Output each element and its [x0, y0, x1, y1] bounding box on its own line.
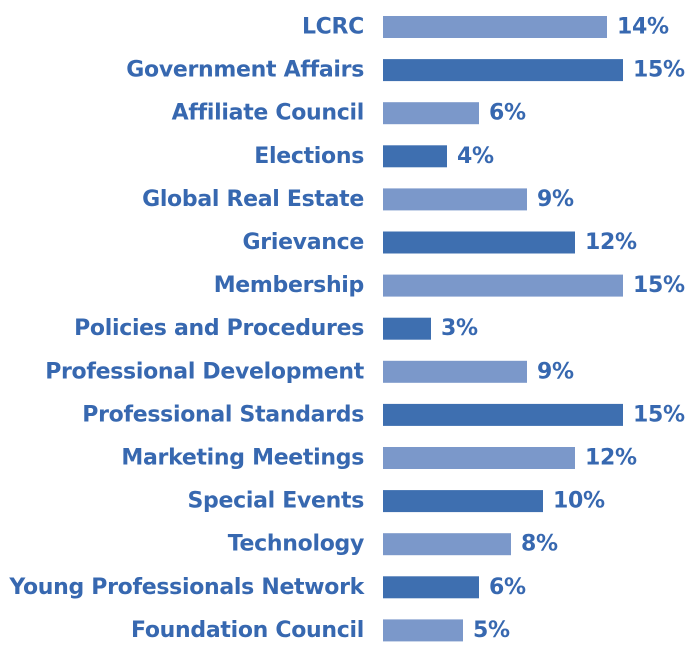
bar-professional-standards	[383, 403, 623, 426]
value-label-policies-and-procedures: 3%	[441, 316, 478, 341]
value-label-affiliate-council: 6%	[489, 101, 526, 126]
bar-marketing-meetings	[383, 447, 575, 469]
bar-government-affairs	[383, 59, 623, 82]
category-label-membership: Membership	[214, 273, 364, 298]
category-label-elections: Elections	[254, 144, 364, 169]
bar-young-professionals-network	[383, 576, 479, 599]
value-label-young-professionals-network: 6%	[489, 575, 526, 600]
value-label-lcrc: 14%	[617, 15, 669, 40]
bar-technology	[383, 533, 511, 556]
bar-policies-and-procedures	[383, 317, 431, 340]
bar-special-events	[383, 490, 543, 513]
value-label-grievance: 12%	[585, 230, 637, 255]
value-label-foundation-council: 5%	[473, 618, 510, 643]
bar-professional-development	[383, 360, 527, 383]
value-label-marketing-meetings: 12%	[585, 446, 637, 471]
category-label-professional-development: Professional Development	[45, 359, 365, 384]
value-label-global-real-estate: 9%	[537, 187, 574, 212]
bar-global-real-estate	[383, 188, 527, 211]
category-label-affiliate-council: Affiliate Council	[172, 101, 364, 126]
value-label-government-affairs: 15%	[633, 58, 685, 83]
category-label-professional-standards: Professional Standards	[82, 402, 364, 427]
bar-foundation-council	[383, 619, 463, 642]
category-label-young-professionals-network: Young Professionals Network	[8, 575, 365, 600]
category-label-grievance: Grievance	[243, 230, 364, 255]
value-label-technology: 8%	[521, 532, 558, 557]
category-label-lcrc: LCRC	[302, 15, 364, 40]
category-label-global-real-estate: Global Real Estate	[142, 187, 364, 212]
category-label-foundation-council: Foundation Council	[131, 618, 364, 643]
value-label-professional-development: 9%	[537, 359, 574, 384]
category-label-policies-and-procedures: Policies and Procedures	[74, 316, 364, 341]
bar-grievance	[383, 231, 575, 254]
value-labels-layer: 14% 15% 6% 4% 9% 12% 15% 3% 9% 15% 12% 10% 8% 6% 5%	[441, 15, 685, 643]
bar-membership	[383, 274, 623, 297]
category-labels-layer: LCRC Government Affairs Affiliate Council E…	[8, 15, 366, 643]
bars-layer	[383, 16, 623, 642]
bar-lcrc	[383, 16, 607, 38]
category-label-marketing-meetings: Marketing Meetings	[121, 446, 364, 471]
bar-affiliate-council	[383, 102, 479, 125]
value-label-membership: 15%	[633, 273, 685, 298]
value-label-elections: 4%	[457, 144, 494, 169]
bar-elections	[383, 145, 447, 168]
category-label-technology: Technology	[228, 532, 364, 557]
value-label-special-events: 10%	[553, 489, 605, 514]
category-label-special-events: Special Events	[187, 489, 364, 514]
category-label-government-affairs: Government Affairs	[126, 58, 364, 83]
value-label-professional-standards: 15%	[633, 402, 685, 427]
